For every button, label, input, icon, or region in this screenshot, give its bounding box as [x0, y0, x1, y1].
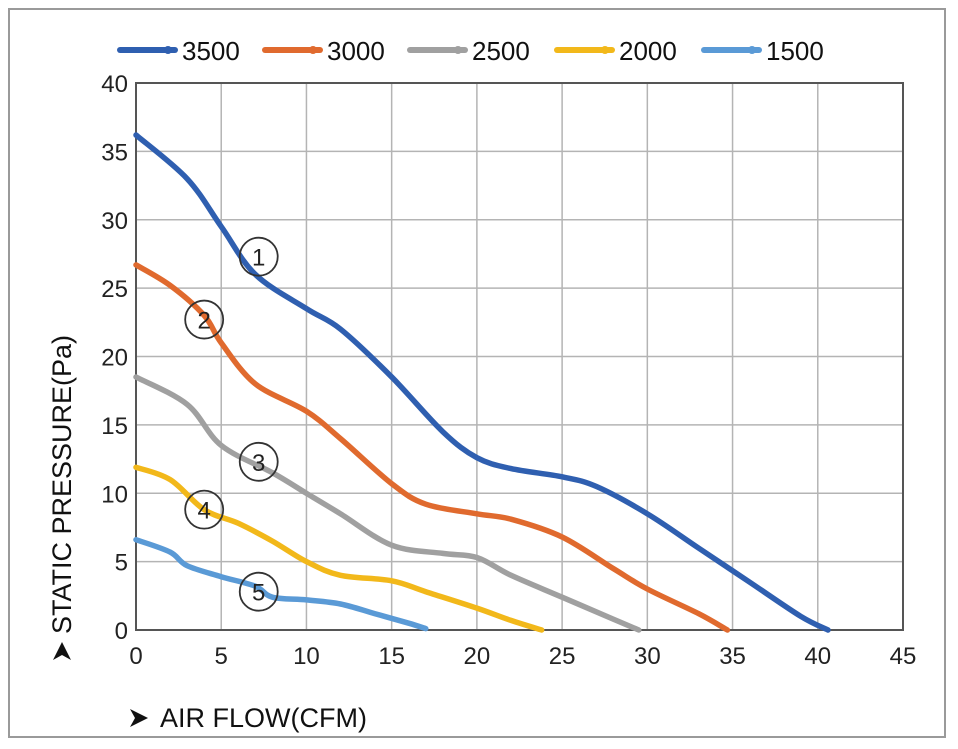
x-axis-arrow-icon — [130, 709, 148, 727]
y-tick-label: 40 — [101, 71, 128, 98]
legend-marker-1500 — [748, 46, 756, 54]
x-tick-label: 45 — [890, 643, 917, 670]
marker-circle-1 — [238, 236, 279, 277]
legend-label-2500: 2500 — [472, 36, 530, 66]
y-tick-label: 0 — [115, 618, 128, 645]
marker-circle-4 — [184, 489, 225, 530]
legend-marker-2000 — [601, 46, 609, 54]
x-tick-label: 40 — [804, 643, 831, 670]
y-tick-label: 35 — [101, 139, 128, 166]
x-tick-label: 20 — [464, 643, 491, 670]
marker-label-5: 5 — [252, 580, 265, 607]
x-tick-label: 30 — [634, 643, 661, 670]
x-tick-label: 5 — [215, 643, 228, 670]
series-line-2000 — [133, 464, 545, 633]
marker-circle-5 — [238, 571, 279, 612]
y-tick-label: 15 — [101, 413, 128, 440]
curve-markers: 1 2 3 4 5 — [184, 236, 279, 612]
x-tick-label: 15 — [378, 643, 405, 670]
x-tick-label: 0 — [129, 643, 142, 670]
y-tick-label: 30 — [101, 208, 128, 235]
marker-label-3: 3 — [252, 450, 265, 477]
y-axis-title-group: STATIC PRESSURE(Pa) — [47, 335, 77, 660]
x-tick-labels: 0 5 10 15 20 25 30 35 40 45 — [129, 643, 916, 670]
marker-label-2: 2 — [197, 308, 210, 335]
x-tick-label: 10 — [293, 643, 320, 670]
x-axis-title: AIR FLOW(CFM) — [160, 703, 367, 733]
y-tick-label: 5 — [115, 550, 128, 577]
x-axis-title-group: AIR FLOW(CFM) — [130, 703, 367, 733]
y-tick-labels: 0 5 10 15 20 25 30 35 40 — [101, 71, 128, 645]
legend-label-3500: 3500 — [182, 36, 240, 66]
legend-marker-3500 — [164, 46, 172, 54]
y-tick-label: 20 — [101, 345, 128, 372]
plot-border — [135, 82, 904, 631]
marker-circle-2 — [184, 299, 225, 340]
y-axis-arrow-icon — [53, 642, 71, 660]
series-line-2500 — [133, 374, 642, 633]
legend-marker-3000 — [309, 46, 317, 54]
legend-marker-2500 — [454, 46, 462, 54]
x-tick-label: 25 — [549, 643, 576, 670]
legend: 3500 3000 2500 2000 1500 — [117, 36, 824, 66]
x-tick-label: 35 — [719, 643, 746, 670]
grid — [135, 82, 904, 631]
series-lines — [133, 132, 831, 633]
series-line-3000 — [133, 262, 731, 633]
legend-label-2000: 2000 — [619, 36, 677, 66]
y-tick-label: 25 — [101, 276, 128, 303]
legend-label-1500: 1500 — [766, 36, 824, 66]
marker-label-4: 4 — [197, 498, 210, 525]
y-axis-title: STATIC PRESSURE(Pa) — [47, 335, 77, 634]
series-line-3500 — [133, 132, 831, 633]
y-tick-label: 10 — [101, 481, 128, 508]
series-line-1500 — [133, 536, 429, 632]
marker-circle-3 — [238, 441, 279, 482]
legend-label-3000: 3000 — [327, 36, 385, 66]
marker-label-1: 1 — [252, 245, 265, 272]
